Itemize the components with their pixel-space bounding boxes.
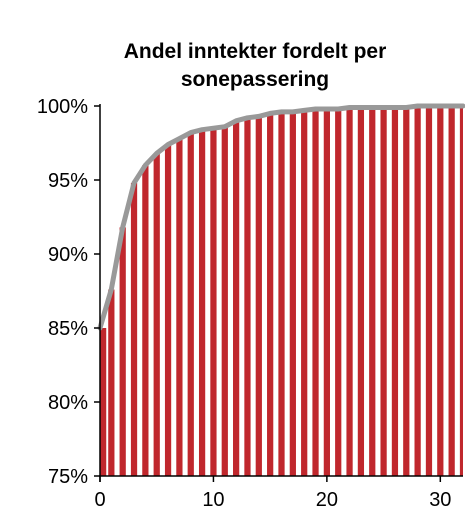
- x-axis-ticks: 0 10 20 30: [94, 476, 451, 511]
- bar: [346, 107, 353, 476]
- bar: [459, 106, 463, 476]
- bar: [142, 165, 149, 476]
- bar: [391, 107, 399, 476]
- chart-title-line-1: Andel inntekter fordelt per: [124, 40, 387, 63]
- chart-title-line-2: sonepassering: [181, 68, 329, 91]
- bar: [164, 144, 172, 477]
- y-tick-label: 75%: [48, 466, 88, 488]
- y-tick-label: 85%: [48, 318, 88, 340]
- bar: [119, 227, 126, 476]
- y-tick-label: 95%: [48, 170, 88, 192]
- x-tick-label: 30: [429, 489, 451, 511]
- bar: [312, 108, 319, 477]
- y-tick-label: 80%: [48, 392, 88, 414]
- bar: [369, 107, 376, 476]
- bar: [221, 126, 228, 476]
- x-tick-label: 10: [202, 489, 224, 511]
- bar: [100, 328, 107, 476]
- bar: [198, 129, 206, 476]
- bar: [278, 111, 285, 477]
- x-tick-label: 20: [316, 489, 338, 511]
- bar: [233, 120, 240, 477]
- bar: [414, 106, 421, 476]
- bar: [437, 106, 444, 476]
- y-tick-label: 90%: [48, 244, 88, 266]
- bar-series: [100, 106, 463, 477]
- bar: [289, 111, 296, 477]
- x-tick-label: 0: [94, 489, 105, 511]
- bar: [108, 289, 115, 476]
- series-line: [97, 103, 465, 331]
- bar: [380, 107, 387, 476]
- bar: [267, 113, 274, 477]
- bar: [176, 138, 183, 476]
- bar: [130, 182, 138, 476]
- bar: [323, 108, 330, 477]
- bar: [448, 106, 455, 476]
- bar: [403, 107, 410, 476]
- bar: [244, 117, 251, 476]
- bar: [425, 106, 433, 476]
- cumulative-line: [97, 103, 465, 331]
- bar: [255, 116, 262, 477]
- y-axis-ticks: 100% 95% 90% 85% 80% 75%: [37, 96, 100, 488]
- bar: [187, 132, 194, 476]
- y-tick-label: 100%: [37, 96, 88, 118]
- bar: [335, 108, 342, 477]
- bar: [153, 153, 160, 477]
- axes: [99, 104, 463, 482]
- bar: [357, 107, 365, 476]
- bar: [301, 110, 308, 476]
- bar: [210, 128, 217, 476]
